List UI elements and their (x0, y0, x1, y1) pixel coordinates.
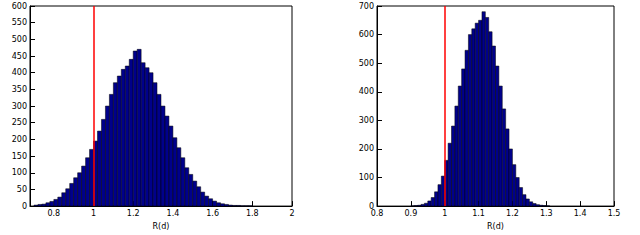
svg-text:450: 450 (12, 52, 27, 61)
svg-text:550: 550 (12, 18, 27, 27)
svg-text:0.9: 0.9 (404, 209, 417, 218)
svg-text:150: 150 (12, 152, 27, 161)
svg-text:0.8: 0.8 (47, 209, 60, 218)
svg-text:400: 400 (359, 87, 374, 96)
svg-text:1.2: 1.2 (127, 209, 140, 218)
svg-text:500: 500 (359, 59, 374, 68)
svg-text:100: 100 (12, 168, 27, 177)
svg-text:R(d): R(d) (487, 222, 504, 231)
svg-text:500: 500 (12, 35, 27, 44)
svg-text:250: 250 (12, 118, 27, 127)
svg-text:1: 1 (442, 209, 447, 218)
svg-text:0: 0 (368, 201, 374, 211)
svg-text:1.2: 1.2 (506, 209, 519, 218)
svg-text:300: 300 (12, 102, 27, 111)
svg-text:1.6: 1.6 (206, 209, 219, 218)
svg-text:600: 600 (359, 30, 374, 39)
svg-text:1: 1 (91, 209, 96, 218)
svg-text:350: 350 (12, 85, 27, 94)
svg-text:1.1: 1.1 (472, 209, 485, 218)
svg-text:1.3: 1.3 (540, 209, 553, 218)
svg-text:2: 2 (289, 209, 294, 218)
svg-text:0: 0 (22, 202, 27, 211)
svg-text:300: 300 (359, 116, 374, 125)
svg-text:400: 400 (12, 68, 27, 77)
svg-text:R(d): R(d) (153, 222, 170, 231)
svg-text:1.8: 1.8 (246, 209, 259, 218)
svg-text:200: 200 (12, 135, 27, 144)
svg-text:600: 600 (12, 2, 27, 11)
svg-text:700: 700 (359, 2, 374, 11)
svg-text:1.4: 1.4 (167, 209, 180, 218)
svg-text:1.5: 1.5 (608, 209, 621, 218)
svg-text:200: 200 (359, 144, 374, 153)
svg-text:50: 50 (17, 185, 27, 194)
svg-text:100: 100 (359, 173, 374, 182)
svg-text:1.4: 1.4 (574, 209, 587, 218)
svg-text:0.8: 0.8 (371, 209, 384, 218)
